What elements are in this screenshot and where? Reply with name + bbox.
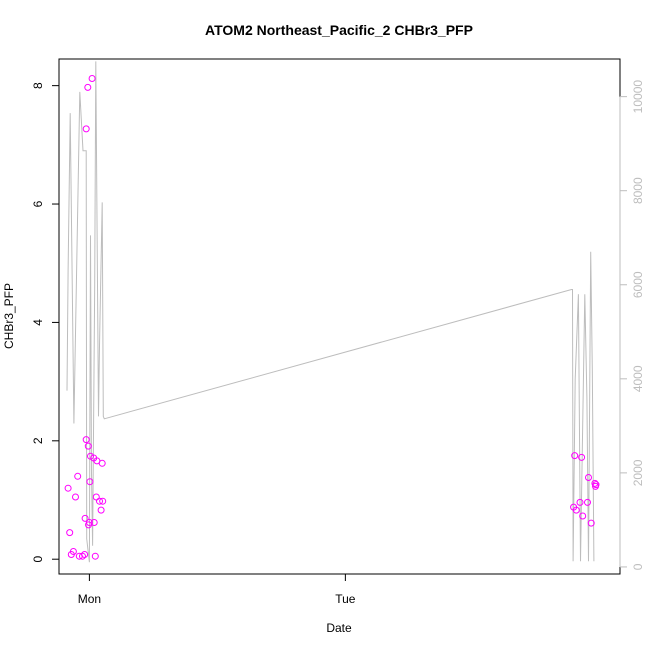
scatter-point — [74, 472, 82, 480]
scatter-point — [88, 75, 96, 82]
scatter-point — [571, 452, 579, 460]
y-tick-label: 2 — [31, 437, 45, 444]
scatter-point — [576, 498, 584, 506]
scatter-point — [99, 497, 107, 505]
scatter-point — [66, 529, 74, 537]
scatter-point — [79, 552, 86, 560]
y-tick-label: 0 — [31, 556, 45, 563]
scatter-point — [81, 514, 89, 522]
x-axis: Mon Tue — [78, 573, 356, 606]
y-tick-label: 8 — [31, 82, 45, 89]
scatter-point — [592, 481, 600, 489]
y-tick-label: 4 — [31, 319, 45, 326]
y2-tick-label: 0 — [631, 563, 645, 570]
scatter-point — [97, 506, 105, 514]
scatter-point — [90, 519, 98, 526]
scatter-point — [86, 478, 94, 486]
scatter-point — [572, 506, 580, 514]
y2-tick-label: 2000 — [631, 459, 645, 486]
y-tick-label: 6 — [31, 200, 45, 207]
scatter-point — [591, 479, 599, 487]
scatter-point — [98, 459, 106, 467]
scatter-series-layer — [64, 75, 600, 560]
plot-area-frame — [58, 58, 621, 575]
scatter-point — [96, 497, 103, 505]
y-axis-right: 0 2000 4000 6000 8000 10000 — [619, 80, 645, 570]
y2-tick-label: 10000 — [631, 80, 645, 114]
scatter-point — [64, 484, 72, 492]
scatter-point — [82, 125, 90, 133]
line-series — [66, 61, 595, 563]
scatter-point — [81, 551, 89, 558]
scatter-point — [82, 436, 90, 444]
scatter-point — [584, 498, 591, 506]
scatter-point — [91, 552, 99, 560]
y-axis-left: 0 2 4 6 8 — [31, 82, 60, 563]
x-tick-label: Mon — [78, 592, 101, 606]
y2-tick-label: 6000 — [631, 271, 645, 298]
scatter-point — [69, 548, 77, 555]
y2-tick-label: 4000 — [631, 365, 645, 392]
line-series-layer — [66, 61, 595, 563]
y2-tick-label: 8000 — [631, 177, 645, 204]
scatter-point — [585, 474, 592, 481]
x-tick-label: Tue — [335, 592, 356, 606]
y-axis-label: CHBr3_PFP — [2, 283, 16, 349]
scatter-point — [84, 83, 92, 91]
scatter-point — [579, 512, 587, 520]
scatter-point — [85, 519, 93, 526]
scatter-point — [84, 442, 92, 450]
scatter-point — [587, 519, 595, 527]
scatter-point — [92, 493, 100, 501]
scatter-point — [578, 453, 586, 461]
scatter-point — [72, 493, 79, 501]
x-axis-label: Date — [326, 621, 352, 635]
chart-title: ATOM2 Northeast_Pacific_2 CHBr3_PFP — [205, 22, 473, 38]
